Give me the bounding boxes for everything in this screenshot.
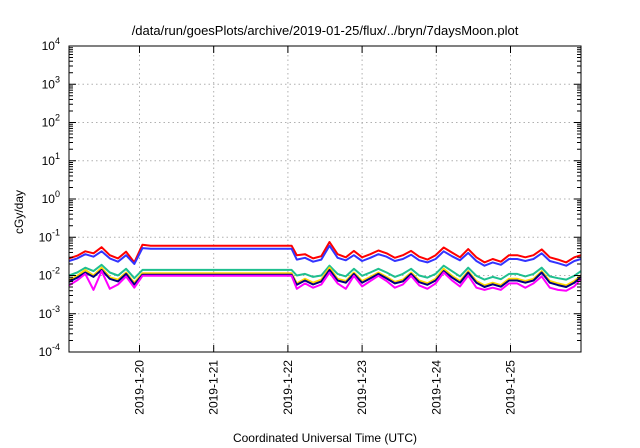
y-axis-label: cGy/day (12, 190, 26, 234)
x-tick-label: 2019-1-22 (281, 360, 295, 415)
series-line-1 (68, 241, 582, 264)
x-tick-label: 2019-1-25 (504, 360, 518, 415)
y-tick-label: 104 (42, 36, 60, 53)
y-tick-label: 10-4 (39, 342, 60, 359)
series-line-6 (68, 270, 582, 292)
x-axis-label: Coordinated Universal Time (UTC) (233, 431, 417, 445)
x-tick-labels: 2019-1-20 2019-1-21 2019-1-22 2019-1-23 2019… (132, 360, 517, 415)
x-tick-label: 2019-1-21 (207, 360, 221, 415)
x-tick-label: 2019-1-23 (355, 360, 369, 415)
series-line-2 (68, 244, 582, 267)
y-tick-label: 103 (42, 74, 60, 91)
series-line-3 (68, 263, 582, 281)
y-tick-label: 101 (42, 151, 60, 168)
x-tick-label: 2019-1-20 (132, 360, 146, 415)
chart-title: /data/run/goesPlots/archive/2019-01-25/f… (132, 23, 519, 38)
x-tick-label: 2019-1-24 (429, 360, 443, 415)
grid (69, 46, 581, 352)
y-tick-label: 10-2 (39, 266, 60, 283)
y-tick-label: 10-3 (39, 304, 60, 321)
series-line-5 (68, 268, 582, 288)
y-tick-label: 100 (42, 189, 60, 206)
series-line-4 (68, 266, 582, 287)
y-tick-label: 102 (42, 113, 60, 130)
y-tick-label: 10-1 (39, 227, 60, 244)
series-group (68, 241, 582, 292)
y-tick-labels: 10-4 10-3 10-2 10-1 100 101 102 103 104 (39, 36, 60, 359)
ticks (69, 45, 581, 353)
